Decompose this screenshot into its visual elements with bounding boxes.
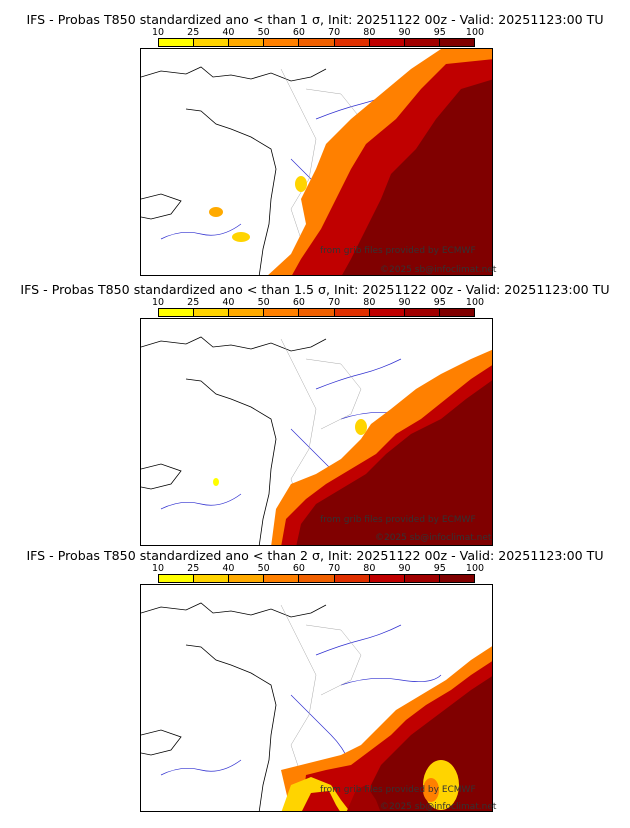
colorbar-swatch (159, 39, 195, 46)
colorbar-tick-label: 95 (433, 297, 446, 308)
colorbar-swatch (264, 309, 300, 316)
colorbar-swatch (369, 309, 405, 316)
colorbar-swatch (334, 575, 370, 582)
colorbar-tick-label: 10 (151, 297, 165, 308)
colorbar-tick-label: 50 (257, 27, 270, 38)
colorbar-swatch (229, 39, 265, 46)
colorbar-tick-label: 50 (257, 297, 270, 308)
colorbar-swatch (264, 39, 300, 46)
colorbar-tick-label: 25 (187, 297, 200, 308)
colorbar-swatch (229, 309, 265, 316)
colorbar-tick-label: 100 (465, 563, 485, 574)
borders (280, 604, 362, 776)
colorbar-tick-label: 40 (222, 27, 235, 38)
colorbar-swatch (159, 575, 195, 582)
probability-map (140, 584, 493, 812)
colorbar-scale (158, 308, 475, 317)
colorbar-swatch (334, 39, 370, 46)
colorbar-tick-label: 90 (398, 563, 411, 574)
panel-title: IFS - Probas T850 standardized ano < tha… (20, 282, 610, 297)
colorbar-tick-label: 60 (292, 297, 305, 308)
credit-source: from grib files provided by ECMWF (320, 246, 476, 256)
credit-copyright: ©2025 sb@infoclimat.net (380, 802, 497, 812)
probability-field (209, 49, 492, 275)
probability-map (140, 48, 493, 276)
credit-source: from grib files provided by ECMWF (320, 785, 476, 795)
colorbar-tick-label: 70 (328, 563, 341, 574)
colorbar-tick-label: 90 (398, 297, 411, 308)
colorbar-swatch (369, 39, 405, 46)
colorbar-swatch (404, 39, 440, 46)
colorbar-tick-label: 90 (398, 27, 411, 38)
colorbar-swatch (439, 39, 474, 46)
panel-title: IFS - Probas T850 standardized ano < tha… (26, 12, 604, 27)
colorbar-scale (158, 574, 475, 583)
colorbar-tick-label: 80 (363, 297, 376, 308)
colorbar-tick-label: 10 (151, 563, 165, 574)
colorbar-scale (158, 38, 475, 47)
colorbar-swatch (439, 575, 474, 582)
colorbar-tick-label: 60 (292, 563, 305, 574)
colorbar-tick-label: 80 (363, 27, 376, 38)
colorbar-swatch (159, 309, 195, 316)
panel-title: IFS - Probas T850 standardized ano < tha… (26, 548, 604, 563)
colorbar-swatch (194, 39, 230, 46)
colorbar-tick-label: 80 (363, 563, 376, 574)
colorbar: 10 25 40 50 60 70 80 90 95 100 (152, 297, 484, 321)
colorbar-swatch (299, 309, 335, 316)
rivers (160, 624, 442, 786)
colorbar-tick-label: 40 (222, 563, 235, 574)
credit-copyright: ©2025 sb@infoclimat.net (380, 265, 497, 275)
colorbar-swatch (404, 575, 440, 582)
colorbar-tick-label: 95 (433, 563, 446, 574)
colorbar-tick-label: 100 (465, 27, 485, 38)
colorbar-swatch (264, 575, 300, 582)
probability-map (140, 318, 493, 546)
colorbar-swatch (334, 309, 370, 316)
colorbar-swatch (404, 309, 440, 316)
coastline (141, 602, 327, 811)
colorbar-swatch (299, 575, 335, 582)
probability-field (281, 646, 492, 811)
colorbar-tick-label: 25 (187, 27, 200, 38)
credit-source: from grib files provided by ECMWF (320, 515, 476, 525)
colorbar-swatch (194, 575, 230, 582)
coastline (141, 336, 327, 545)
coastline (141, 66, 327, 275)
colorbar-swatch (439, 309, 474, 316)
colorbar-tick-label: 70 (328, 27, 341, 38)
colorbar-swatch (194, 309, 230, 316)
colorbar-tick-label: 60 (292, 27, 305, 38)
colorbar-swatch (369, 575, 405, 582)
colorbar-tick-label: 100 (465, 297, 485, 308)
credit-copyright: ©2025 sb@infoclimat.net (375, 533, 492, 543)
colorbar-tick-label: 50 (257, 563, 270, 574)
colorbar: 10 25 40 50 60 70 80 90 95 100 (152, 27, 484, 51)
colorbar-tick-label: 25 (187, 563, 200, 574)
colorbar-swatch (299, 39, 335, 46)
colorbar-tick-label: 10 (151, 27, 165, 38)
colorbar-tick-label: 95 (433, 27, 446, 38)
probability-field (213, 349, 492, 545)
colorbar-tick-label: 70 (328, 297, 341, 308)
colorbar-swatch (229, 575, 265, 582)
colorbar-tick-label: 40 (222, 297, 235, 308)
colorbar: 10 25 40 50 60 70 80 90 95 100 (152, 563, 484, 587)
